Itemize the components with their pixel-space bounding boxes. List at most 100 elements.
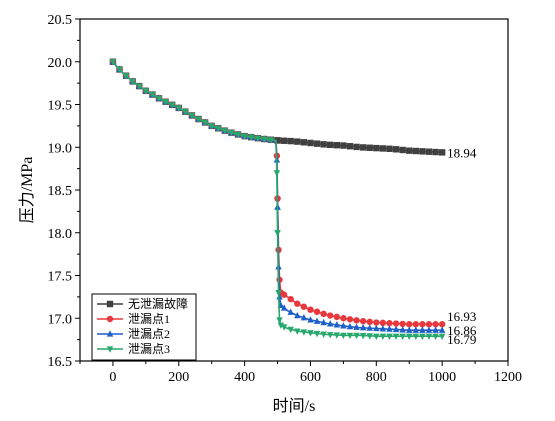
series-marker [273, 170, 281, 177]
series-marker [399, 333, 406, 341]
series-marker [320, 310, 327, 318]
series-marker [412, 147, 420, 155]
series-marker [277, 322, 285, 329]
series-marker [307, 139, 314, 147]
series-marker [136, 83, 143, 90]
end-value-label: 16.79 [447, 332, 476, 347]
series-marker [340, 142, 347, 149]
series-marker [248, 134, 255, 141]
series-triangle-down [109, 59, 446, 341]
series-marker [425, 326, 433, 333]
x-tick-label: 1000 [428, 370, 456, 385]
series-marker [175, 105, 182, 112]
y-tick-label: 17.5 [48, 270, 73, 285]
series-marker [340, 315, 347, 322]
series-marker [215, 125, 222, 133]
y-tick-label: 20.0 [48, 56, 73, 71]
series-marker [106, 315, 114, 323]
series-marker [280, 304, 288, 311]
series-marker [155, 95, 163, 103]
series-marker [327, 332, 334, 339]
series-marker [373, 324, 380, 332]
series-marker [276, 317, 283, 324]
series-marker [406, 326, 413, 333]
series-marker [208, 123, 215, 130]
series-marker [366, 318, 373, 326]
series-marker [379, 319, 387, 327]
series-marker [432, 148, 439, 156]
series-marker [346, 322, 354, 330]
legend-label: 泄漏点3 [128, 342, 170, 356]
y-tick-label: 18.0 [48, 227, 73, 242]
series-marker [267, 137, 275, 144]
x-tick-label: 200 [168, 370, 189, 385]
series-marker [340, 332, 347, 340]
series-marker [425, 148, 433, 155]
series-marker [406, 147, 413, 154]
series-marker [386, 320, 393, 327]
series-marker [373, 144, 380, 152]
x-tick-label: 800 [366, 370, 387, 385]
series-marker [313, 330, 321, 338]
series-marker [129, 78, 136, 86]
legend-item: 无泄漏故障 [97, 296, 188, 311]
y-tick-label: 18.5 [48, 184, 73, 199]
series-marker [406, 333, 413, 341]
end-value-label: 16.93 [447, 309, 476, 324]
series-marker [106, 346, 114, 353]
series-marker [346, 143, 354, 150]
series-marker [182, 109, 189, 116]
series-marker [386, 333, 393, 341]
legend-label: 无泄漏故障 [128, 296, 188, 311]
series-marker [287, 308, 294, 315]
series-marker [320, 318, 327, 326]
series-marker [425, 321, 433, 328]
series-marker [419, 321, 426, 328]
series-marker [386, 325, 393, 332]
series-marker [280, 137, 288, 144]
series-marker [438, 149, 446, 156]
series-marker [399, 320, 406, 328]
series-marker [287, 326, 294, 334]
end-value-label: 16.86 [447, 323, 477, 338]
legend-item: 泄漏点2 [97, 327, 170, 341]
series-layer [109, 57, 446, 341]
series-marker [313, 317, 321, 324]
series-marker [419, 326, 426, 333]
series-marker [162, 99, 169, 106]
series-marker [399, 146, 406, 154]
series-marker [106, 300, 114, 308]
series-marker [300, 303, 308, 310]
series-marker [313, 140, 321, 147]
series-marker [106, 330, 114, 337]
series-marker [412, 326, 420, 333]
series-marker [353, 323, 360, 330]
series-marker [359, 144, 367, 151]
series-marker [274, 137, 281, 144]
legend-item: 泄漏点1 [97, 312, 170, 326]
series-marker [168, 102, 176, 109]
series-marker [261, 136, 268, 143]
series-marker [333, 141, 340, 149]
series-marker [274, 230, 281, 237]
series-marker [392, 320, 400, 327]
series-marker [320, 331, 327, 338]
series-marker [392, 146, 400, 153]
series-marker [287, 295, 294, 303]
series-marker [412, 321, 420, 328]
series-marker [399, 326, 406, 333]
series-marker [287, 137, 294, 145]
series-marker [379, 333, 387, 341]
series-marker [333, 332, 340, 339]
series-marker [300, 314, 308, 321]
series-marker [333, 313, 340, 321]
series-marker [386, 145, 393, 152]
y-tick-label: 19.5 [48, 99, 73, 114]
series-marker [300, 139, 308, 146]
series-marker [320, 141, 327, 148]
series-marker [294, 328, 301, 335]
series-marker [346, 316, 354, 323]
series-marker [280, 324, 288, 331]
